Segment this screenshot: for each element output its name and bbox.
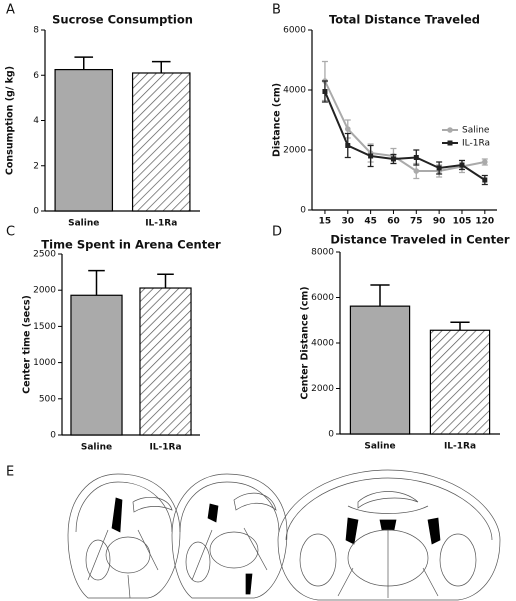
bar (139, 287, 192, 436)
bar (429, 329, 491, 435)
marker (413, 168, 420, 174)
x-tick-label: Saline (81, 443, 112, 453)
error-bar (450, 321, 470, 331)
legend-label: Saline (462, 126, 490, 136)
y-axis-label: Distance (cm) (272, 83, 283, 157)
marker (368, 153, 374, 159)
brain-sections (67, 469, 501, 601)
y-tick-label: 1500 (33, 322, 56, 332)
error-bar (157, 273, 174, 289)
y-tick-label: 2000 (311, 384, 334, 394)
y-axis-label: Center time (secs) (22, 295, 33, 394)
x-tick-label: 105 (453, 217, 472, 227)
y-tick-label: 6000 (311, 293, 334, 303)
panel-label: E (6, 465, 14, 480)
panel-label: A (6, 3, 15, 18)
x-tick-label: IL-1Ra (444, 442, 476, 452)
x-tick-label: 30 (342, 217, 355, 227)
chart-title: Total Distance Traveled (329, 13, 480, 27)
error-bar (151, 60, 171, 73)
marker (436, 165, 442, 171)
x-tick-label: 15 (319, 217, 332, 227)
y-tick-label: 4000 (311, 339, 334, 349)
error-bar (370, 284, 390, 307)
x-tick-label: 60 (387, 217, 400, 227)
marker (322, 89, 328, 94)
marker (390, 156, 396, 162)
y-tick-label: 0 (33, 207, 39, 217)
marker (344, 126, 351, 132)
chart-title: Sucrose Consumption (52, 13, 193, 27)
y-tick-label: 0 (50, 431, 56, 441)
x-tick-label: 90 (433, 217, 446, 227)
x-tick-label: 75 (410, 217, 423, 227)
marker (413, 155, 419, 160)
y-tick-label: 2000 (283, 146, 306, 156)
chart-title: Time Spent in Arena Center (41, 238, 221, 252)
panel-label: C (6, 225, 15, 240)
bar (131, 72, 191, 212)
x-tick-label: Saline (68, 219, 99, 229)
legend-marker (447, 127, 453, 133)
chart-title: Distance Traveled in Center (330, 233, 510, 247)
series-line (324, 91, 486, 181)
bar (54, 68, 114, 212)
y-tick-label: 4 (33, 116, 39, 126)
bar (349, 305, 411, 435)
y-tick-label: 8000 (311, 248, 334, 258)
panel-label: B (272, 3, 281, 18)
error-bar (74, 56, 94, 70)
y-tick-label: 4000 (283, 86, 306, 96)
marker (345, 143, 351, 148)
y-tick-label: 2000 (33, 286, 56, 296)
y-tick-label: 2 (33, 161, 39, 171)
marker (459, 162, 465, 168)
marker (482, 159, 488, 165)
legend-marker (447, 140, 453, 146)
error-bar (88, 269, 105, 296)
legend-label: IL-1Ra (462, 139, 490, 149)
x-tick-label: 120 (475, 217, 494, 227)
x-tick-label: IL-1Ra (145, 219, 177, 229)
y-axis-label: Consumption (g/ kg) (5, 66, 16, 175)
x-tick-label: 45 (364, 217, 377, 227)
series-line (324, 80, 486, 172)
y-tick-label: 1000 (33, 358, 56, 368)
y-tick-label: 6000 (283, 26, 306, 36)
panel-label: D (272, 225, 282, 240)
y-tick-label: 500 (39, 394, 56, 404)
marker (482, 177, 488, 183)
y-tick-label: 2500 (33, 250, 56, 260)
bar (70, 294, 123, 436)
x-tick-label: Saline (364, 442, 395, 452)
y-tick-label: 0 (300, 206, 306, 216)
y-tick-label: 8 (33, 26, 39, 36)
y-tick-label: 0 (328, 430, 334, 440)
y-tick-label: 6 (33, 71, 39, 81)
y-axis-label: Center Distance (cm) (300, 286, 311, 399)
x-tick-label: IL-1Ra (149, 443, 181, 453)
